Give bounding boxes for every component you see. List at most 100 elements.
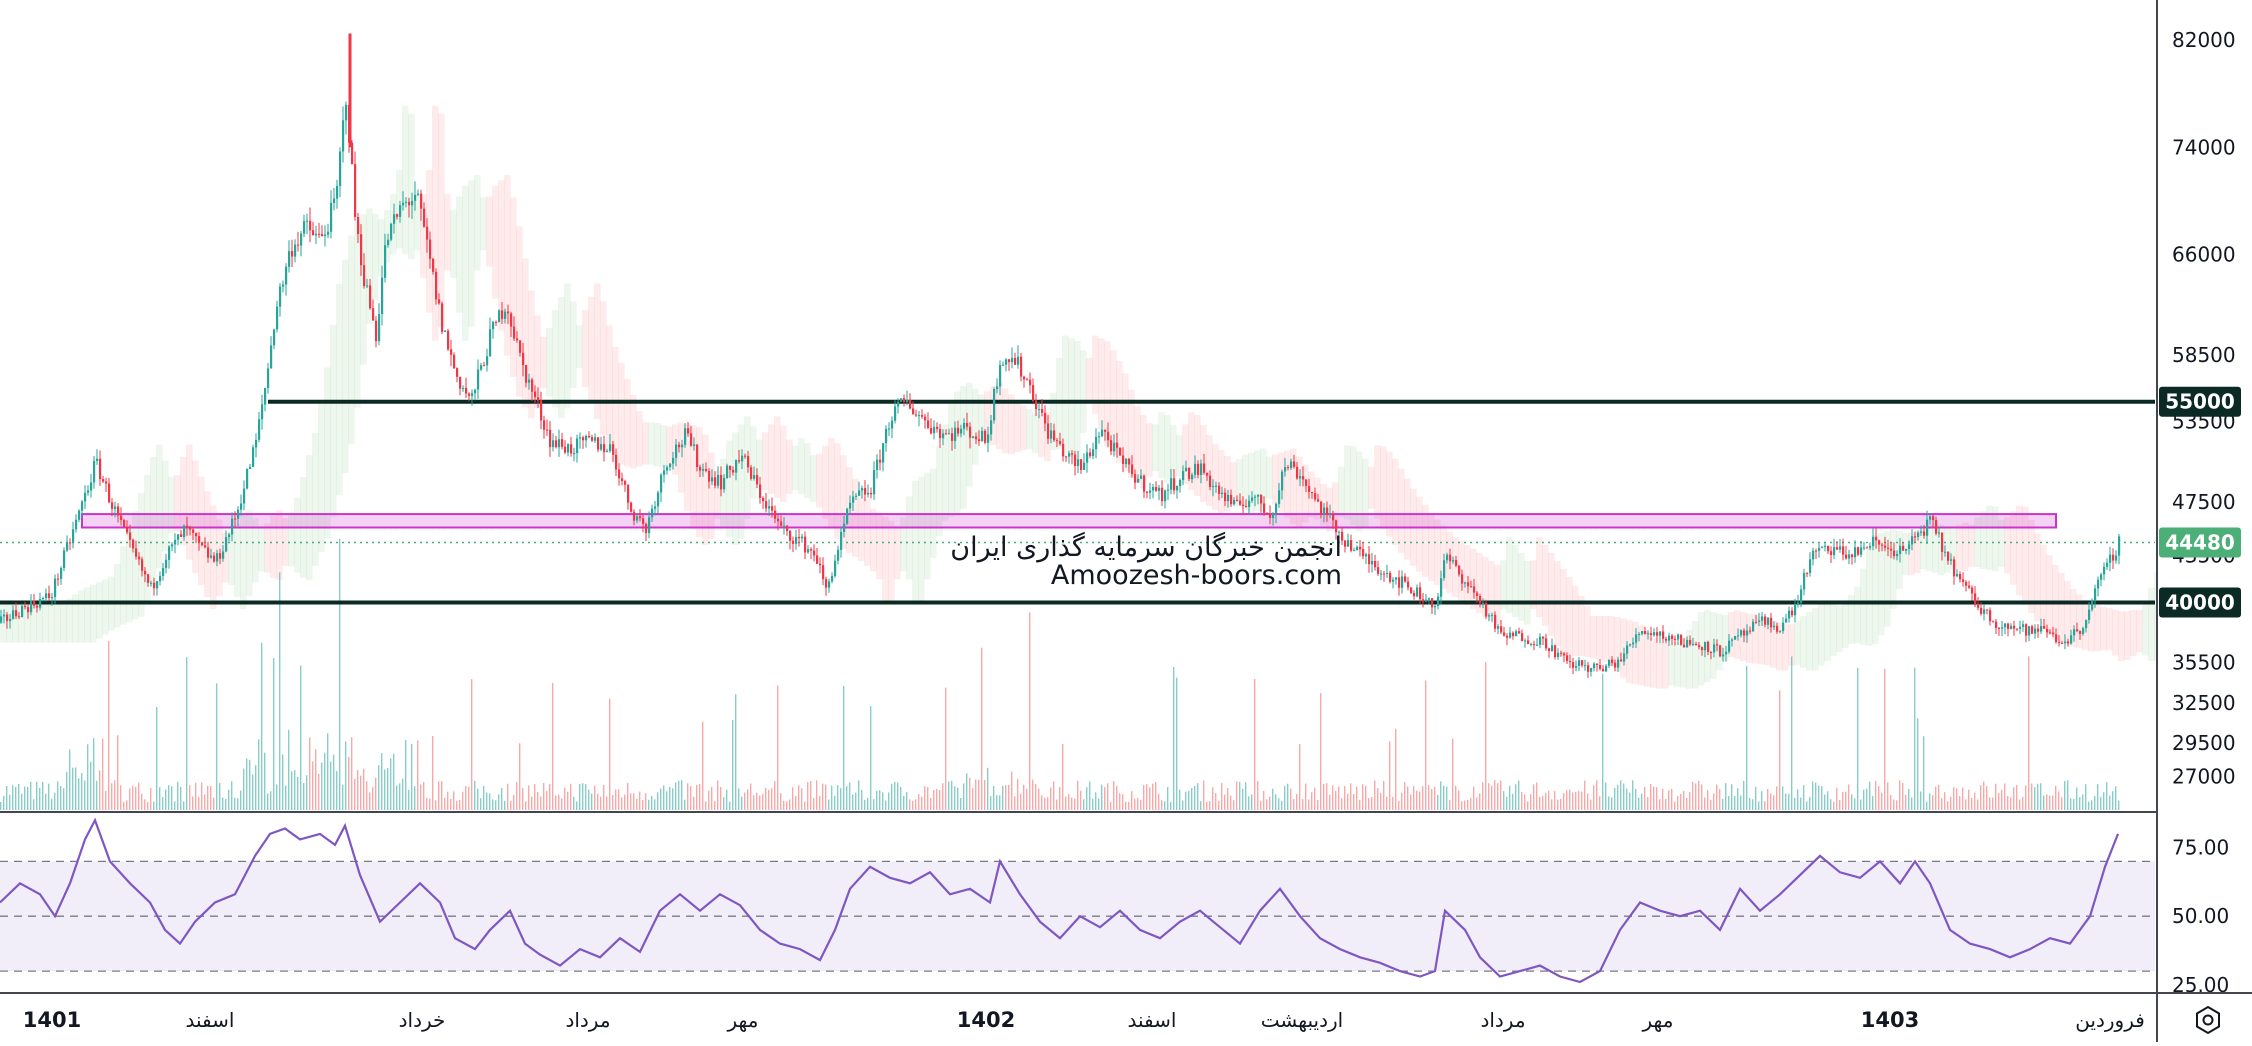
candle-body xyxy=(1089,452,1092,457)
cloud-segment xyxy=(1194,415,1201,496)
candle-body xyxy=(972,436,975,438)
candle-body xyxy=(1044,412,1047,424)
candle-body xyxy=(1131,464,1134,475)
volume-bar xyxy=(1314,787,1316,810)
cloud-segment xyxy=(2064,581,2071,646)
volume-bar xyxy=(537,791,539,810)
cloud-segment xyxy=(90,584,97,643)
candle-body xyxy=(807,549,810,553)
volume-bar xyxy=(1461,801,1463,810)
candle-body xyxy=(1506,635,1509,638)
volume-bar xyxy=(1635,789,1637,810)
settings-icon[interactable] xyxy=(2196,1005,2220,1035)
candle-body xyxy=(1608,659,1611,666)
candle-body xyxy=(297,244,300,246)
candle-body xyxy=(249,466,252,469)
volume-bar xyxy=(903,795,905,810)
cloud-segment xyxy=(156,444,163,569)
volume-bar xyxy=(201,782,203,810)
cloud-segment xyxy=(270,515,277,578)
settings-gear[interactable] xyxy=(2196,1005,2220,1035)
cloud-segment xyxy=(1560,569,1567,656)
candle-body xyxy=(1224,492,1227,502)
candle-body xyxy=(102,479,105,482)
volume-bar xyxy=(1743,780,1745,810)
volume-bar xyxy=(321,762,323,810)
volume-bar xyxy=(417,740,419,810)
candle-body xyxy=(645,523,648,534)
volume-bar xyxy=(114,780,116,810)
volume-bar xyxy=(894,781,896,810)
candle-body xyxy=(309,220,312,231)
cloud-segment xyxy=(1386,451,1393,537)
volume-bar xyxy=(336,771,338,810)
candle-body xyxy=(945,433,948,435)
cloud-segment xyxy=(1584,605,1591,658)
candle-body xyxy=(1380,573,1383,575)
volume-bar xyxy=(696,784,698,810)
cloud-segment xyxy=(1326,487,1333,532)
volume-bar xyxy=(1023,784,1025,810)
candle-body xyxy=(1689,639,1692,645)
volume-bar xyxy=(1575,792,1577,810)
volume-bar xyxy=(129,788,131,810)
cloud-segment xyxy=(204,491,211,598)
candle-body xyxy=(402,202,405,206)
cloud-segment xyxy=(1014,400,1021,453)
candle-body xyxy=(852,496,855,503)
cloud-segment xyxy=(144,475,151,605)
candle-body xyxy=(1125,458,1128,465)
volume-bar xyxy=(1638,797,1640,810)
volume-bar xyxy=(1719,789,1721,810)
volume-bar xyxy=(1185,791,1187,810)
cloud-segment xyxy=(1524,561,1531,625)
candle-body xyxy=(1455,560,1458,566)
candle-body xyxy=(1761,616,1764,621)
cloud-segment xyxy=(1356,451,1363,532)
cloud-segment xyxy=(114,563,121,628)
cloud-segment xyxy=(1338,466,1345,518)
volume-bar xyxy=(1914,667,1916,810)
volume-bar xyxy=(1401,792,1403,810)
volume-bar xyxy=(990,796,992,810)
candle-body xyxy=(33,600,36,606)
cloud-segment xyxy=(882,516,889,601)
candle-body xyxy=(1668,635,1671,641)
volume-bar xyxy=(1992,797,1994,810)
volume-bar xyxy=(699,784,701,810)
candle-body xyxy=(2061,643,2064,644)
candle-body xyxy=(510,313,513,327)
candle-body xyxy=(693,444,696,446)
volume-bar xyxy=(1884,668,1886,810)
cloud-segment xyxy=(1512,544,1519,618)
candle-body xyxy=(948,433,951,435)
volume-bar xyxy=(1890,794,1892,810)
cloud-segment xyxy=(1986,505,1993,570)
volume-bar xyxy=(1293,799,1295,810)
volume-bar xyxy=(786,801,788,810)
candle-body xyxy=(615,454,618,470)
volume-bar xyxy=(69,749,71,810)
candle-body xyxy=(1464,582,1467,584)
candle-body xyxy=(213,555,216,562)
volume-bar xyxy=(981,647,983,810)
volume-bar xyxy=(462,791,464,810)
candle-body xyxy=(1353,550,1356,552)
volume-bar xyxy=(1734,796,1736,810)
volume-bar xyxy=(1851,794,1853,810)
candle-body xyxy=(834,560,837,576)
volume-bar xyxy=(1371,797,1373,810)
candle-body xyxy=(882,443,885,463)
volume-bar xyxy=(1386,796,1388,810)
candle-body xyxy=(468,393,471,396)
volume-bar xyxy=(876,790,878,810)
cloud-segment xyxy=(2040,544,2047,630)
volume-bar xyxy=(171,786,173,810)
volume-bar xyxy=(1473,786,1475,810)
cloud-segment xyxy=(1992,506,1999,572)
volume-bar xyxy=(369,792,371,810)
candle-body xyxy=(987,434,990,443)
candle-body xyxy=(504,311,507,319)
candle-body xyxy=(978,439,981,441)
